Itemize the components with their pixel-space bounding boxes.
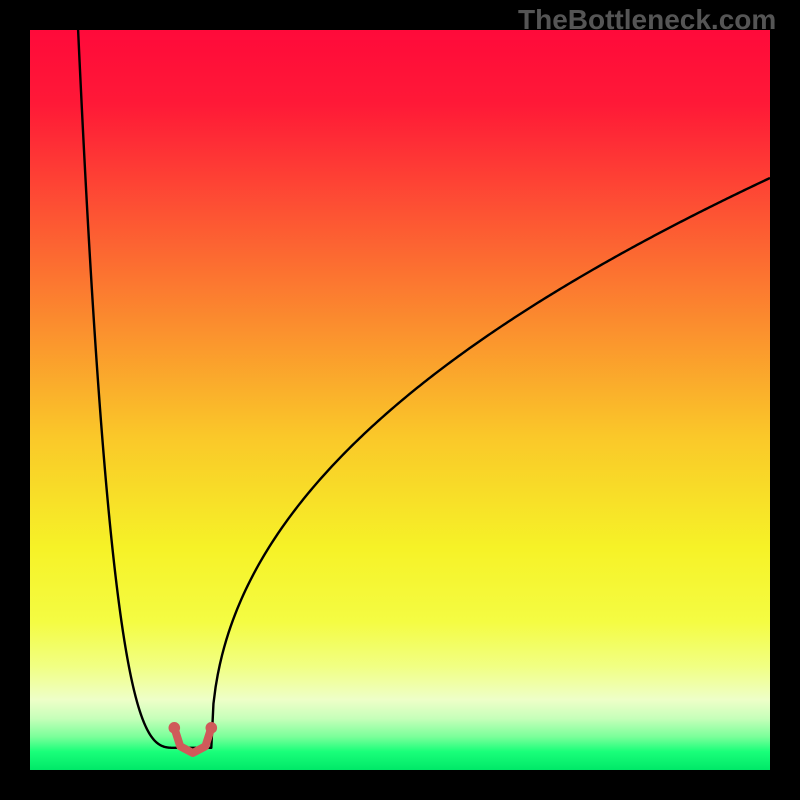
black-frame [0, 0, 800, 800]
attribution-text: TheBottleneck.com [518, 4, 776, 36]
plot-area [30, 30, 770, 770]
gradient-background [30, 30, 770, 770]
bottleneck-chart [30, 30, 770, 770]
dip-marker-endpoint [206, 722, 218, 734]
dip-marker-endpoint [169, 722, 181, 734]
